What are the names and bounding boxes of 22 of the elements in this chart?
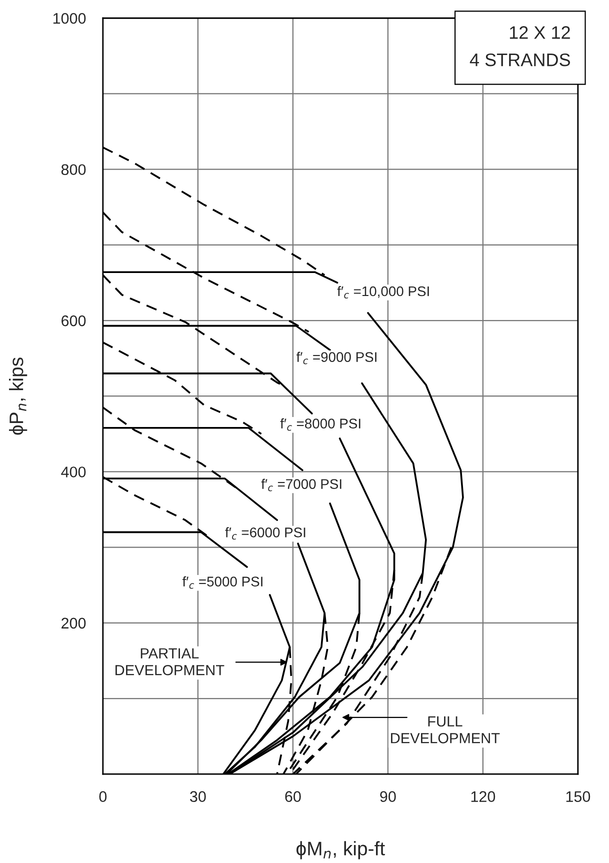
annotation: f′$_{c}$ =9000 PSI (296, 352, 376, 364)
x-tick-label: 150 (566, 791, 590, 802)
annotation: PARTIAL DEVELOPMENT (116, 648, 224, 676)
y-tick-label: 200 (62, 618, 86, 629)
y-tick-label: 600 (62, 315, 86, 326)
annotation: f′$_{c}$ =10,000 PSI (337, 286, 429, 298)
y-tick-label: 800 (61, 164, 86, 176)
y-tick-label: 400 (61, 466, 86, 478)
x-tick-label: 120 (471, 791, 496, 802)
annotation: FULL DEVELOPMENT (391, 716, 500, 744)
annotation: f′$_{c}$ =6000 PSI (225, 527, 306, 540)
annotation: 12 X 12 4 STRANDS (470, 26, 570, 66)
y-axis-title: ϕP$_{n}$, kips (8, 358, 28, 435)
x-tick-label: 60 (285, 791, 301, 802)
annotation: f′$_{c}$ =8000 PSI (280, 418, 360, 431)
x-tick-label: 30 (190, 791, 206, 802)
x-axis-title: ϕM$_{n}$, kip-ft (296, 841, 385, 860)
annotation: f′$_{c}$ =7000 PSI (261, 478, 342, 492)
annotation: f′$_{c}$ =5000 PSI (182, 576, 262, 589)
y-tick-label: 1000 (53, 12, 86, 24)
x-tick-label: 0 (99, 791, 107, 802)
x-tick-label: 90 (380, 791, 396, 802)
